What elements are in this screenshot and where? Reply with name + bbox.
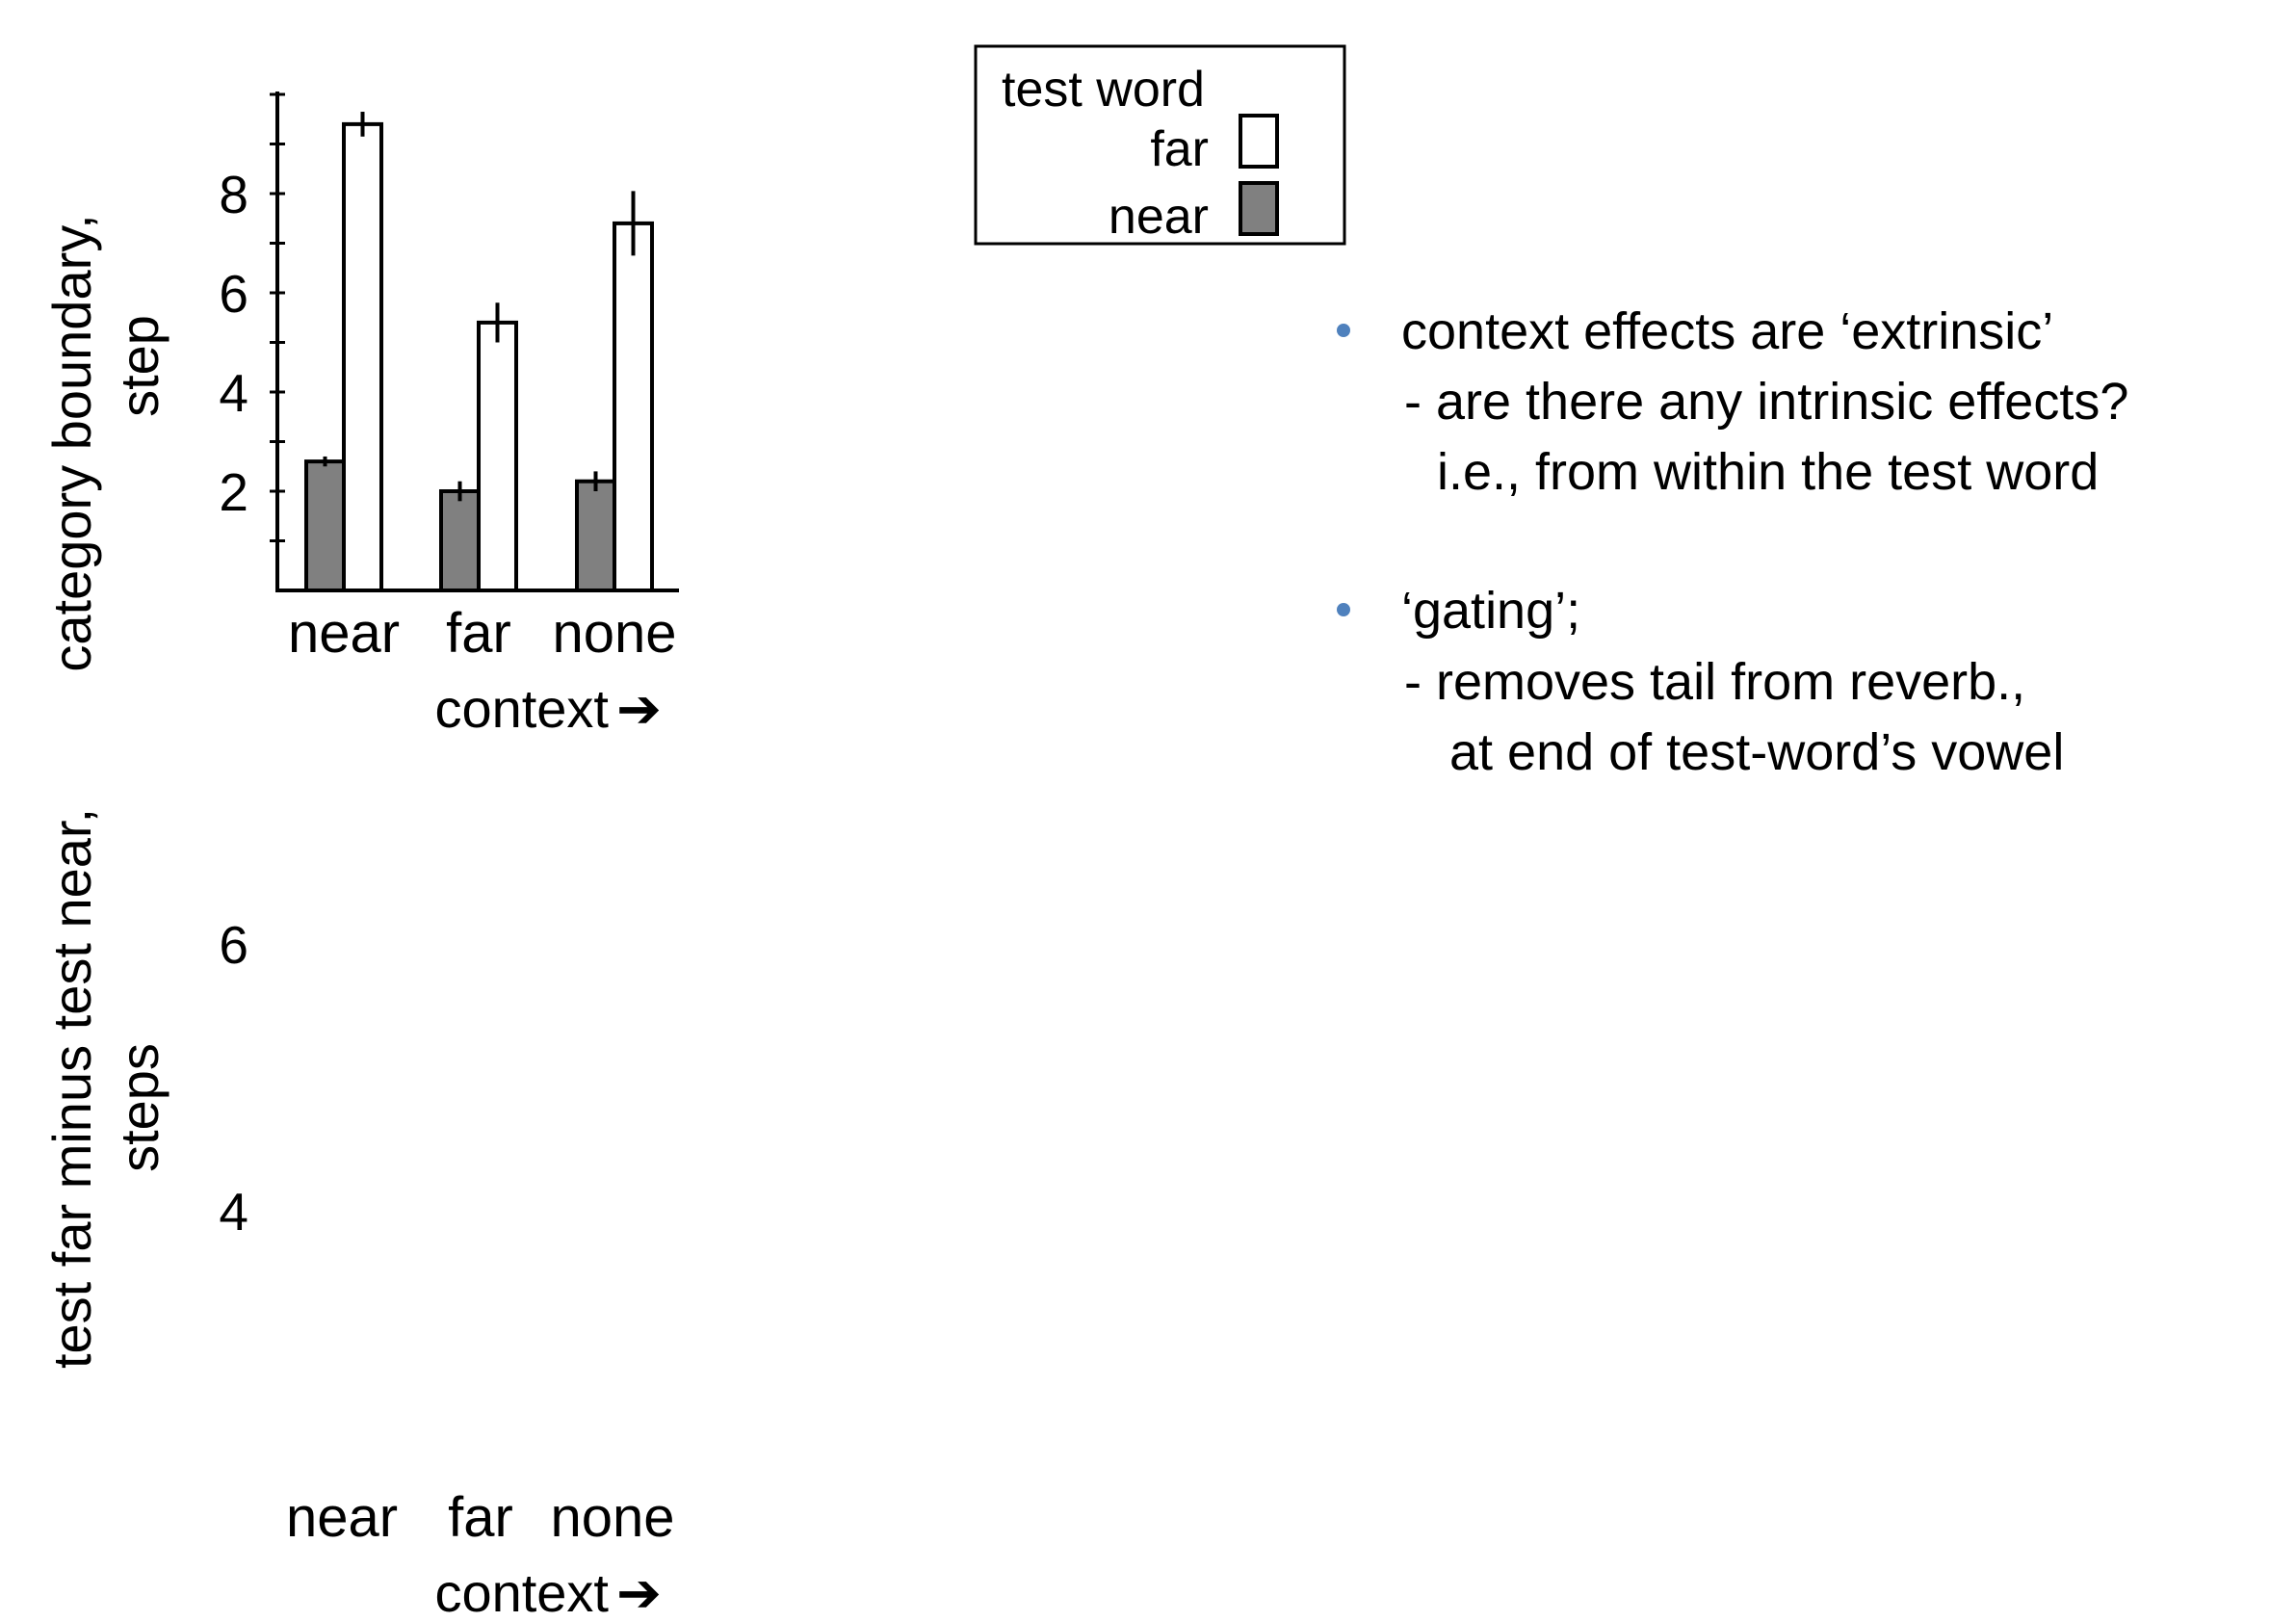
chart-top-xlabel-arrow: ➔ bbox=[616, 678, 662, 739]
bullet-marker bbox=[1337, 603, 1350, 616]
chart-bottom-ylabel-line2: steps bbox=[109, 1043, 170, 1172]
legend-label-near: near bbox=[1109, 189, 1209, 245]
chart-bottom-ytick-label: 6 bbox=[219, 915, 248, 975]
bar-none-context-test-near bbox=[575, 479, 616, 593]
legend-swatch-near bbox=[1239, 181, 1279, 236]
chart-bottom-x-category: none bbox=[550, 1486, 674, 1549]
bar-near-context-test-near bbox=[304, 459, 346, 592]
legend-label-far: far bbox=[1150, 121, 1209, 177]
chart-top-y-tick-label: 4 bbox=[219, 363, 248, 423]
bullet-1-sub-1: - are there any intrinsic effects? bbox=[1404, 373, 2128, 431]
chart-top-ylabel-line1: category boundary, bbox=[41, 214, 102, 671]
chart-bottom-x-category: far bbox=[448, 1486, 513, 1549]
bullet-2-text: ‘gating’; bbox=[1401, 582, 1580, 640]
bar-far-context-test-far bbox=[477, 320, 518, 592]
chart-top-x-category: far bbox=[446, 602, 511, 665]
legend-frame bbox=[974, 44, 1346, 246]
chart-top: category boundary, step 2 4 6 8 near far none… bbox=[41, 92, 679, 739]
bar-none-context-test-far bbox=[613, 221, 654, 592]
chart-top-ylabel-line2: step bbox=[109, 315, 170, 417]
bullet-1-text: context effects are ‘extrinsic’ bbox=[1401, 302, 2053, 360]
chart-bottom-xlabel: context bbox=[434, 1562, 609, 1622]
chart-bottom-x-category: near bbox=[286, 1486, 398, 1549]
chart-top-x-categories: near far none bbox=[288, 602, 677, 665]
legend: test word far near bbox=[974, 44, 1346, 246]
bullet-1-sub-2: i.e., from within the test word bbox=[1437, 443, 2099, 501]
chart-bottom-ylabel-line1: test far minus test near, bbox=[41, 808, 102, 1369]
chart-top-bars bbox=[304, 112, 654, 593]
chart-bottom-xlabel-arrow: ➔ bbox=[616, 1562, 662, 1622]
bar-far-context-test-near bbox=[439, 489, 481, 592]
chart-top-y-tick-label: 8 bbox=[219, 165, 248, 224]
chart-top-y-tick-label: 2 bbox=[219, 462, 248, 522]
legend-swatch-far bbox=[1239, 114, 1279, 169]
chart-top-xlabel: context bbox=[434, 678, 609, 739]
chart-bottom-ytick-label: 4 bbox=[219, 1182, 248, 1242]
bullet-2-sub-1: - removes tail from reverb., bbox=[1404, 653, 2025, 711]
legend-title: test word bbox=[1002, 62, 1205, 118]
chart-bottom: test far minus test near, steps 6 4 near… bbox=[41, 808, 675, 1622]
bullet-2-sub-2: at end of test-word’s vowel bbox=[1449, 723, 2064, 781]
bullet-marker bbox=[1337, 324, 1350, 337]
bar-near-context-test-far bbox=[342, 121, 383, 592]
bullet-list: context effects are ‘extrinsic’ - are th… bbox=[1337, 302, 2128, 781]
chart-top-x-category: none bbox=[552, 602, 676, 665]
chart-top-x-category: near bbox=[288, 602, 400, 665]
chart-top-y-tick-label: 6 bbox=[219, 264, 248, 324]
chart-top-y-ticks: 2 4 6 8 bbox=[219, 92, 285, 542]
